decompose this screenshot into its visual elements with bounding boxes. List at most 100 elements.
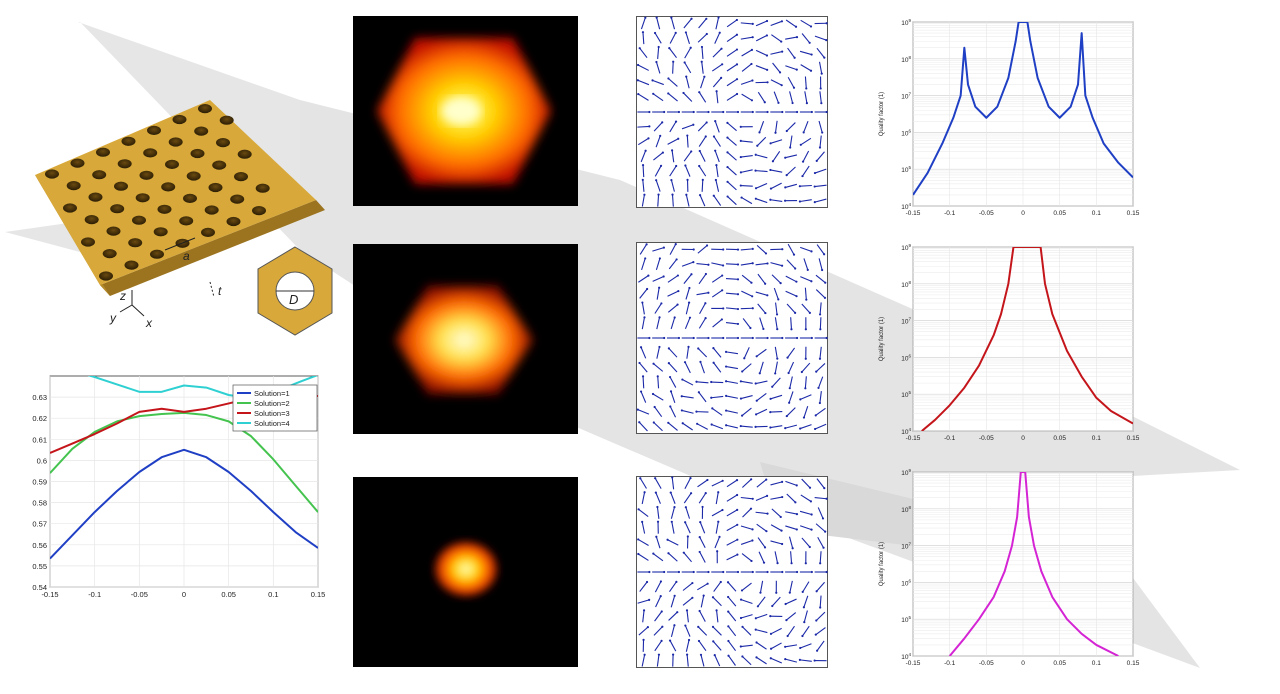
field-vector-head <box>705 17 708 20</box>
field-vector-head <box>657 193 660 196</box>
field-vector <box>711 509 723 517</box>
field-vector-head <box>769 187 773 190</box>
field-vector-head <box>672 60 675 63</box>
field-vector <box>786 612 797 621</box>
field-vector <box>682 379 694 386</box>
field-vector <box>802 165 810 177</box>
field-vector-head <box>692 260 695 264</box>
field-vector <box>640 17 646 30</box>
y-tick-exponent: 6 <box>908 353 911 358</box>
field-vector-head <box>717 491 720 494</box>
field-vector <box>711 407 723 416</box>
x-tick-label: 0.1 <box>1092 210 1101 217</box>
field-vector-head <box>636 408 639 411</box>
field-vector <box>697 583 708 591</box>
field-vector-head <box>795 280 798 283</box>
field-vector <box>786 166 796 176</box>
field-vector-head <box>794 267 797 270</box>
field-vector-head <box>656 520 660 523</box>
field-vector-head <box>667 552 670 555</box>
field-vector <box>727 166 737 176</box>
field-vector <box>686 346 690 359</box>
field-vector-head <box>677 289 680 293</box>
field-vector-head <box>777 101 780 104</box>
field-vector <box>755 34 768 42</box>
field-vector <box>814 497 827 500</box>
field-vector-head <box>661 151 664 154</box>
y-tick-label: 0.55 <box>32 562 47 571</box>
field-vector <box>668 362 678 373</box>
y-tick-exponent: 4 <box>908 652 911 657</box>
axis-x <box>131 304 145 317</box>
field-vector-head <box>721 274 724 277</box>
field-vector <box>800 137 812 146</box>
field-vector <box>653 121 663 132</box>
field-vector <box>819 346 822 359</box>
field-vector <box>684 62 692 74</box>
field-vector-head <box>704 135 707 138</box>
x-tick-label: 0.1 <box>1092 660 1101 667</box>
field-vector-head <box>771 385 774 388</box>
field-vector-head <box>784 156 787 159</box>
field-vector <box>686 654 689 667</box>
air-hole <box>128 238 143 248</box>
field-vector-head <box>673 594 676 597</box>
mode-1-core <box>441 97 481 125</box>
field-vector <box>681 124 694 130</box>
field-vector-head <box>814 633 817 636</box>
field-vector-head <box>736 322 740 326</box>
field-vector <box>668 611 678 621</box>
field-vector <box>727 151 737 161</box>
field-vector-head <box>766 262 769 265</box>
field-vector <box>698 136 707 147</box>
field-vector <box>789 91 794 104</box>
field-vector-head <box>710 380 713 384</box>
field-vector <box>657 46 660 59</box>
field-vector-head <box>718 535 721 539</box>
field-vector <box>799 199 812 203</box>
field-vector-head <box>765 530 768 533</box>
field-vector-head <box>697 391 700 394</box>
field-vector <box>711 275 723 283</box>
field-vector <box>641 194 645 207</box>
field-vector-head <box>736 263 740 266</box>
field-vector <box>654 581 662 593</box>
polarization-field-1 <box>636 16 828 208</box>
field-vector <box>785 36 798 40</box>
field-vector-head <box>703 75 706 78</box>
field-vector <box>741 582 752 591</box>
field-vector-head <box>657 653 661 656</box>
slab-top <box>35 100 316 285</box>
field-vector <box>712 319 723 328</box>
field-vector-head <box>686 535 689 538</box>
field-vector-head <box>713 654 716 657</box>
air-hole <box>66 181 81 191</box>
field-vector <box>639 362 648 373</box>
field-vector-head <box>813 171 817 175</box>
field-vector-head <box>799 646 802 650</box>
field-vector <box>642 376 645 389</box>
field-vector <box>667 539 679 546</box>
field-vector-head <box>719 580 722 584</box>
y-tick-label: 108 <box>901 55 911 64</box>
air-hole <box>150 249 164 259</box>
field-vector <box>740 248 753 251</box>
field-vector <box>816 640 825 652</box>
air-hole <box>99 271 113 281</box>
field-vector <box>670 391 676 403</box>
field-vector <box>637 538 649 546</box>
field-vector-head <box>795 295 798 298</box>
field-vector-head <box>639 390 643 393</box>
field-vector <box>726 424 738 429</box>
y-tick-exponent: 7 <box>908 317 911 322</box>
field-vector-head <box>786 356 789 359</box>
field-vector-head <box>755 399 758 402</box>
air-hole <box>70 158 85 168</box>
field-vector-head <box>659 164 663 167</box>
field-vector <box>641 258 646 271</box>
field-vector-head <box>670 178 673 182</box>
field-vector-head <box>707 263 710 266</box>
field-vector <box>725 307 739 310</box>
field-vector-head <box>654 491 657 494</box>
y-axis-label: Quality factor (1) <box>879 317 885 361</box>
